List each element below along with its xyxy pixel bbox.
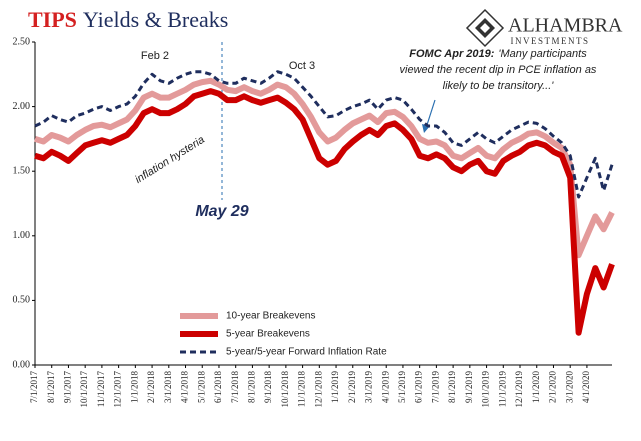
legend-label: 5-year/5-year Forward Inflation Rate	[226, 347, 387, 358]
x-tick-label: 12/1/2018	[313, 371, 323, 408]
logo-diamond-core	[480, 23, 490, 33]
x-tick-label: 3/1/2018	[163, 371, 173, 404]
x-tick-label: 8/1/2019	[447, 371, 457, 404]
annotation: Feb 2	[141, 50, 169, 62]
y-tick-label: 0.00	[13, 359, 31, 370]
fomc-line: viewed the recent dip in PCE inflation a…	[400, 64, 597, 76]
x-tick-label: 1/1/2018	[129, 371, 139, 404]
x-tick-label: 9/1/2017	[63, 371, 73, 404]
legend-label: 5-year Breakevens	[226, 329, 310, 340]
fomc-head: FOMC Apr 2019:	[409, 48, 495, 60]
logo: ALHAMBRA INVESTMENTS	[465, 8, 623, 48]
series-line	[34, 77, 615, 259]
x-tick-label: 3/1/2020	[564, 371, 574, 404]
fomc-note: FOMC Apr 2019: 'Many participants	[409, 48, 587, 60]
x-tick-label: 3/1/2019	[364, 371, 374, 404]
y-tick-label: 1.00	[13, 230, 31, 241]
x-tick-label: 7/1/2017	[29, 371, 39, 404]
x-tick-label: 1/1/2019	[330, 371, 340, 404]
x-tick-label: 9/1/2019	[464, 371, 474, 404]
series-line	[34, 70, 614, 199]
x-tick-label: 6/1/2018	[213, 371, 223, 404]
x-tick-label: 11/1/2018	[297, 371, 307, 408]
y-tick-label: 1.50	[13, 165, 31, 176]
x-tick-label: 6/1/2019	[414, 371, 424, 404]
fomc-line: 'Many participants	[498, 48, 587, 60]
x-tick-label: 2/1/2020	[548, 371, 558, 404]
logo-subtitle: INVESTMENTS	[511, 36, 590, 46]
legend-label: 10-year Breakevens	[226, 311, 316, 322]
y-tick-label: 0.50	[13, 295, 31, 306]
annotation: May 29	[195, 203, 248, 220]
x-tick-label: 10/1/2018	[280, 371, 290, 408]
x-tick-label: 4/1/2020	[581, 371, 591, 404]
logo-diamond	[465, 8, 505, 48]
x-tick-label: 4/1/2019	[380, 371, 390, 404]
x-tick-label: 8/1/2018	[246, 371, 256, 404]
x-tick-label: 10/1/2017	[79, 371, 89, 408]
title-rest: Yields & Breaks	[83, 7, 228, 32]
y-tick-label: 2.00	[13, 101, 31, 112]
x-tick-label: 7/1/2018	[230, 371, 240, 404]
title-highlight: TIPS	[28, 7, 77, 32]
logo-name: ALHAMBRA	[508, 15, 623, 37]
x-tick-label: 12/1/2019	[514, 371, 524, 408]
x-tick-label: 1/1/2020	[531, 371, 541, 404]
x-tick-label: 11/1/2017	[96, 371, 106, 408]
x-tick-label: 10/1/2019	[481, 371, 491, 408]
y-tick-label: 2.50	[13, 36, 31, 47]
x-tick-label: 9/1/2018	[263, 371, 273, 404]
x-tick-label: 2/1/2019	[347, 371, 357, 404]
x-tick-label: 5/1/2018	[196, 371, 206, 404]
annotation: Oct 3	[289, 60, 315, 72]
x-tick-label: 2/1/2018	[146, 371, 156, 404]
x-tick-label: 5/1/2019	[397, 371, 407, 404]
fomc-arrow	[425, 99, 436, 129]
chart-title: TIPS Yields & Breaks	[28, 7, 228, 32]
x-tick-label: 4/1/2018	[180, 371, 190, 404]
series-line	[34, 88, 615, 336]
x-tick-label: 8/1/2017	[46, 371, 56, 404]
x-tick-label: 12/1/2017	[113, 371, 123, 408]
fomc-line: likely to be transitory...'	[443, 80, 555, 92]
annotation: inflation hysteria	[133, 134, 207, 186]
x-tick-label: 7/1/2019	[430, 371, 440, 404]
x-tick-label: 11/1/2019	[497, 371, 507, 408]
